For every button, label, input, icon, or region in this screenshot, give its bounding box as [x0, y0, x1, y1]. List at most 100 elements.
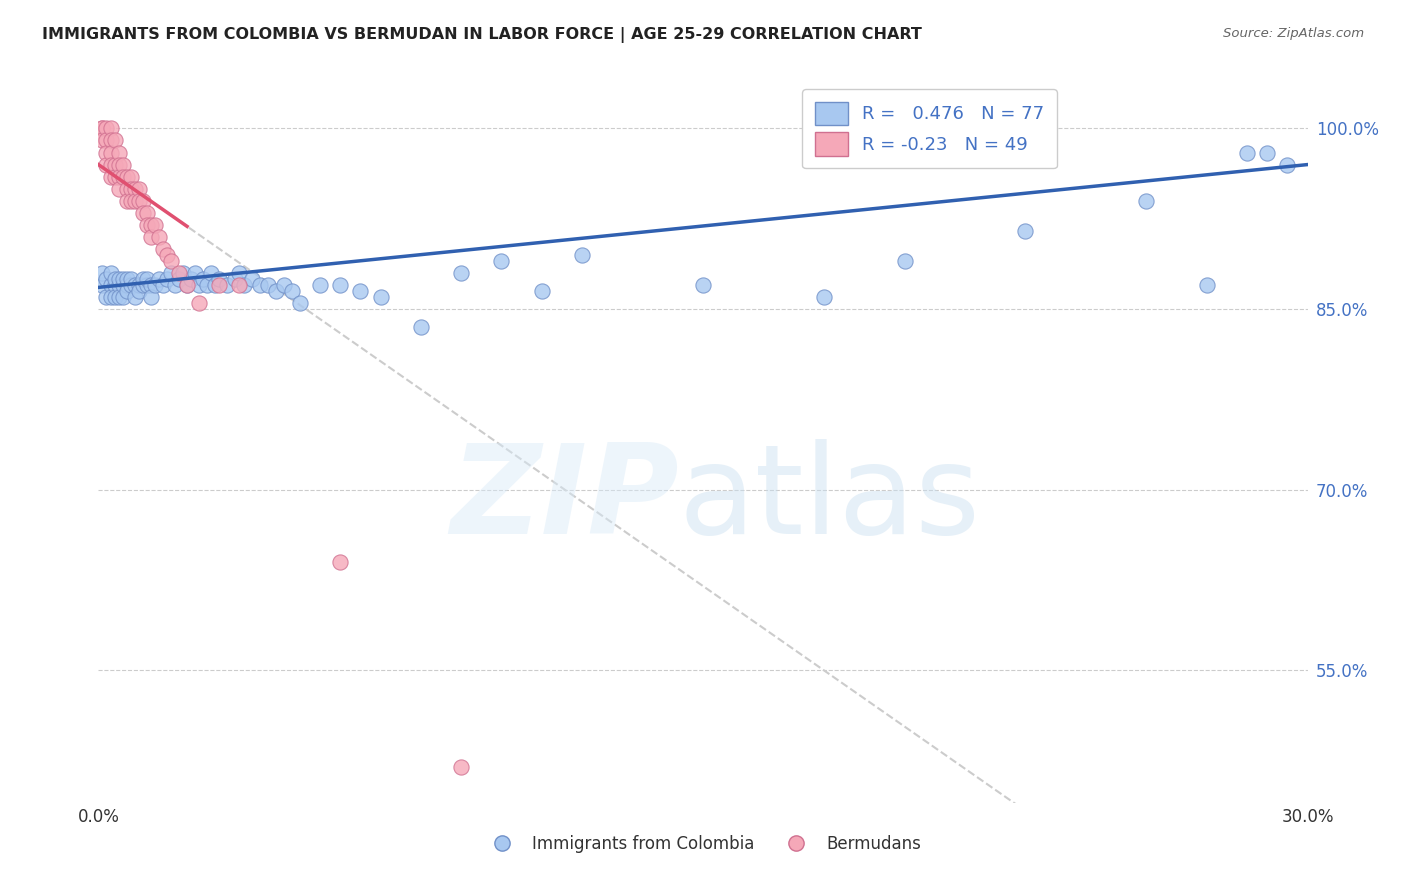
- Point: [96, 158, 118, 172]
- Point: [208, 278, 231, 293]
- Point: [193, 272, 215, 286]
- Point: [571, 248, 593, 262]
- Point: [1277, 158, 1299, 172]
- Point: [152, 242, 174, 256]
- Point: [91, 133, 114, 147]
- Point: [103, 169, 125, 184]
- Point: [228, 278, 250, 293]
- Point: [143, 218, 166, 232]
- Point: [120, 182, 142, 196]
- Point: [176, 278, 198, 293]
- Point: [115, 182, 138, 196]
- Point: [91, 121, 114, 136]
- Point: [281, 284, 304, 298]
- Point: [115, 278, 138, 293]
- Point: [148, 230, 170, 244]
- Point: [139, 290, 162, 304]
- Point: [115, 194, 138, 208]
- Point: [132, 278, 155, 293]
- Point: [96, 133, 118, 147]
- Point: [163, 278, 186, 293]
- Point: [111, 278, 134, 293]
- Point: [893, 254, 915, 268]
- Point: [103, 290, 125, 304]
- Point: [349, 284, 371, 298]
- Legend: Immigrants from Colombia, Bermudans: Immigrants from Colombia, Bermudans: [478, 828, 928, 860]
- Point: [491, 254, 513, 268]
- Point: [139, 218, 162, 232]
- Text: IMMIGRANTS FROM COLOMBIA VS BERMUDAN IN LABOR FORCE | AGE 25-29 CORRELATION CHAR: IMMIGRANTS FROM COLOMBIA VS BERMUDAN IN …: [42, 27, 922, 43]
- Point: [530, 284, 553, 298]
- Point: [107, 290, 129, 304]
- Point: [132, 272, 155, 286]
- Point: [232, 278, 254, 293]
- Point: [172, 266, 194, 280]
- Point: [111, 272, 134, 286]
- Point: [120, 169, 142, 184]
- Point: [111, 169, 134, 184]
- Point: [107, 169, 129, 184]
- Point: [450, 760, 472, 774]
- Point: [450, 266, 472, 280]
- Point: [120, 272, 142, 286]
- Point: [167, 266, 190, 280]
- Point: [128, 194, 150, 208]
- Point: [256, 278, 278, 293]
- Point: [107, 182, 129, 196]
- Point: [128, 278, 150, 293]
- Point: [288, 296, 311, 310]
- Point: [132, 194, 155, 208]
- Point: [103, 133, 125, 147]
- Point: [100, 290, 122, 304]
- Point: [370, 290, 392, 304]
- Point: [115, 272, 138, 286]
- Point: [103, 158, 125, 172]
- Point: [195, 278, 218, 293]
- Point: [91, 266, 114, 280]
- Point: [100, 145, 122, 160]
- Point: [240, 272, 263, 286]
- Point: [107, 158, 129, 172]
- Point: [208, 272, 231, 286]
- Point: [184, 266, 207, 280]
- Point: [409, 320, 432, 334]
- Point: [1256, 145, 1278, 160]
- Point: [156, 248, 179, 262]
- Point: [1195, 278, 1218, 293]
- Point: [96, 290, 118, 304]
- Point: [148, 272, 170, 286]
- Point: [167, 272, 190, 286]
- Point: [135, 272, 157, 286]
- Point: [135, 205, 157, 219]
- Point: [111, 158, 134, 172]
- Point: [107, 145, 129, 160]
- Point: [139, 230, 162, 244]
- Point: [124, 182, 146, 196]
- Point: [143, 278, 166, 293]
- Point: [264, 284, 287, 298]
- Point: [228, 266, 250, 280]
- Point: [115, 284, 138, 298]
- Point: [135, 278, 157, 293]
- Point: [204, 278, 226, 293]
- Point: [107, 272, 129, 286]
- Point: [128, 182, 150, 196]
- Point: [1135, 194, 1157, 208]
- Point: [111, 290, 134, 304]
- Point: [96, 145, 118, 160]
- Point: [107, 278, 129, 293]
- Point: [309, 278, 332, 293]
- Point: [329, 278, 352, 293]
- Text: Source: ZipAtlas.com: Source: ZipAtlas.com: [1223, 27, 1364, 40]
- Point: [120, 194, 142, 208]
- Point: [96, 272, 118, 286]
- Text: atlas: atlas: [679, 439, 981, 560]
- Text: ZIP: ZIP: [450, 439, 679, 560]
- Point: [132, 205, 155, 219]
- Point: [1014, 224, 1036, 238]
- Point: [124, 290, 146, 304]
- Point: [91, 278, 114, 293]
- Point: [128, 284, 150, 298]
- Point: [100, 169, 122, 184]
- Point: [139, 278, 162, 293]
